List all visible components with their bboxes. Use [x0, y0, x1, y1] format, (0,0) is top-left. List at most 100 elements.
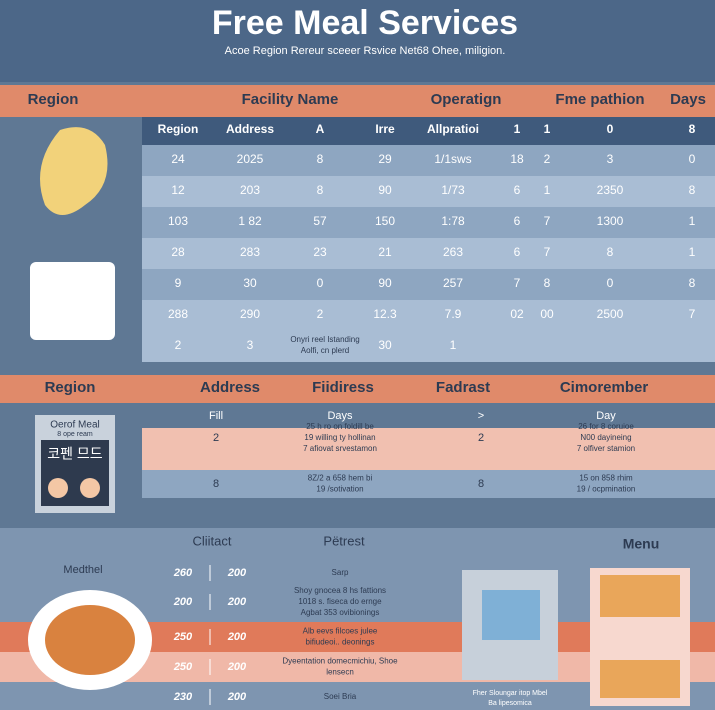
cell-note: Aolfi, cn plerd [301, 346, 349, 355]
column-header: A [316, 122, 325, 136]
cell-text: 25 h ro on foldill be [306, 422, 374, 431]
heading: Menu [623, 536, 660, 552]
kiosk-screen [482, 590, 540, 640]
heading: Fiidiress [312, 379, 374, 396]
cell: 263 [443, 245, 463, 259]
heading: Fme pathion [555, 91, 644, 108]
cell: 90 [378, 183, 392, 197]
cell: 200 [227, 631, 247, 643]
cell: 200 [227, 661, 247, 673]
caption: Fher Sloungar itop Mbel [473, 690, 548, 697]
cell-note: Onyri reel Istanding [290, 335, 359, 344]
cell: 260 [173, 567, 193, 579]
cell: 6 [514, 214, 521, 228]
cell: 30 [243, 276, 257, 290]
cell: 2 [317, 307, 324, 321]
map [40, 127, 108, 215]
column-header: Irre [375, 122, 395, 136]
cell: 283 [240, 245, 260, 259]
cell-text: 7 olfiver stamion [577, 444, 635, 453]
cell: 1/1sws [434, 152, 471, 166]
note-card [30, 262, 115, 340]
row-bg [142, 238, 715, 269]
row-bg [142, 269, 715, 300]
cell: 0 [317, 276, 324, 290]
cell: 288 [168, 307, 188, 321]
cell: 7 [689, 307, 696, 321]
cell-text: 19 willing ty hollinan [304, 433, 375, 442]
column-header: 1 [514, 122, 521, 136]
row-bg [142, 428, 715, 470]
cell: 57 [313, 214, 327, 228]
cell: 12.3 [373, 307, 397, 321]
cell: 3 [607, 152, 614, 166]
column-header: 1 [544, 122, 551, 136]
cell: 8 [317, 183, 324, 197]
cell: 90 [378, 276, 392, 290]
cell: 200 [173, 596, 193, 608]
cell-text: 15 on 858 rhim [579, 474, 633, 483]
cell: 7 [544, 214, 551, 228]
subheading: Fill [209, 410, 223, 422]
cell: 7.9 [445, 307, 462, 321]
cell: 1:78 [441, 214, 465, 228]
cell: 2500 [597, 307, 624, 321]
cell-text: 19 /sotivation [316, 485, 363, 494]
cell-text: lensecn [326, 668, 354, 677]
cell: 18 [510, 152, 524, 166]
subheading: Days [327, 410, 353, 422]
cell: 6 [514, 183, 521, 197]
subheading: Day [596, 410, 616, 422]
subtitle: Acoe Region Rereur sceeer Rsvice Net68 O… [225, 45, 506, 57]
cell: 250 [173, 631, 193, 643]
cell: 7 [544, 245, 551, 259]
heading: Address [200, 379, 260, 396]
cell: 8 [213, 478, 219, 490]
row-bg [142, 145, 715, 176]
label: Medthel [63, 564, 102, 576]
heading: Facility Name [242, 91, 339, 108]
cell: 28 [171, 245, 185, 259]
card-title: Oerof Meal [50, 420, 99, 431]
cell-text: Shoy gnocea 8 hs fattions [294, 586, 386, 595]
title: Free Meal Services [212, 4, 518, 42]
cell: 30 [378, 338, 392, 352]
cell: 7 [514, 276, 521, 290]
cell: 0 [689, 152, 696, 166]
cell: 250 [173, 661, 193, 673]
card-subtitle: 8 ope ream [57, 431, 93, 438]
cell: 9 [175, 276, 182, 290]
cell: 2350 [597, 183, 624, 197]
heading: Cimorember [560, 379, 649, 396]
cell: 1/73 [441, 183, 465, 197]
cell-text: 7 afiovat srvestamon [303, 444, 377, 453]
cell: 203 [240, 183, 260, 197]
row-bg [142, 207, 715, 238]
table-head [142, 117, 715, 145]
cell: 290 [240, 307, 260, 321]
cell: 2025 [237, 152, 264, 166]
menu-photo [600, 660, 680, 698]
cell-text: bifiudeoi.. deonings [306, 638, 375, 647]
cell: 8 [544, 276, 551, 290]
cell: 2 [544, 152, 551, 166]
cell: 200 [227, 691, 247, 703]
cell: 1 [689, 214, 696, 228]
row-bg [142, 331, 715, 362]
title-band [0, 0, 715, 82]
cell: 1 82 [238, 214, 262, 228]
column-header: 8 [689, 122, 696, 136]
cell-text: N00 dayineing [580, 433, 631, 442]
cell-text: Dyeentation domecmichiu, Shoe [282, 657, 398, 666]
cell-text: Alb eevs filcoes julee [303, 627, 378, 636]
header-bar [0, 375, 715, 403]
column-header: Address [226, 122, 274, 136]
card-sign: 코펜 므드 [47, 446, 103, 462]
cell: 1 [544, 183, 551, 197]
cell-text: Sarp [332, 568, 349, 577]
heading: Operatign [431, 91, 502, 108]
person [48, 478, 68, 498]
heading: Pëtrest [323, 533, 365, 548]
cell: 8 [689, 276, 696, 290]
heading: Cliitact [192, 533, 231, 548]
